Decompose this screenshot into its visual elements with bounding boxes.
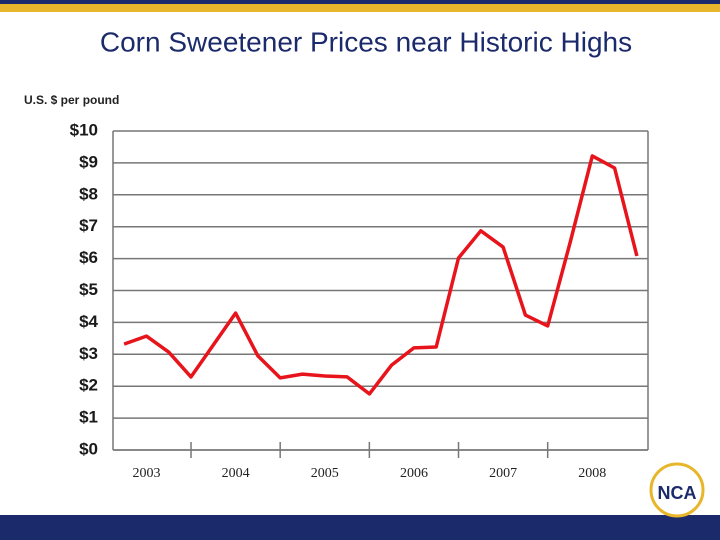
- top-band: [0, 0, 720, 4]
- x-tick-label: 2007: [489, 466, 517, 481]
- logo: NCA: [649, 462, 705, 518]
- chart-title: Corn Sweetener Prices near Historic High…: [100, 26, 632, 57]
- bottom-band: [0, 515, 720, 540]
- y-tick-label: $4: [79, 312, 98, 331]
- y-tick-label: $6: [79, 248, 98, 267]
- x-tick-label: 2003: [132, 466, 160, 481]
- y-tick-label: $7: [79, 216, 98, 235]
- top-stripe: [0, 4, 720, 12]
- logo-ring: [649, 462, 705, 518]
- logo-text: NCA: [658, 483, 697, 503]
- y-tick-label: $9: [79, 152, 98, 171]
- y-tick-label: $5: [79, 280, 98, 299]
- x-tick-label: 2006: [400, 466, 428, 481]
- y-tick-label: $8: [79, 184, 98, 203]
- x-tick-label: 2008: [578, 466, 606, 481]
- y-tick-label: $2: [79, 376, 98, 395]
- y-tick-label: $1: [79, 408, 98, 427]
- series-line: [123, 154, 639, 396]
- y-tick-label: $0: [79, 439, 98, 458]
- y-tick-label: $3: [79, 344, 98, 363]
- y-axis-label: U.S. $ per pound: [24, 93, 119, 107]
- x-tick-label: 2004: [222, 466, 250, 481]
- y-tick-label: $10: [70, 120, 98, 139]
- x-tick-label: 2005: [311, 466, 339, 481]
